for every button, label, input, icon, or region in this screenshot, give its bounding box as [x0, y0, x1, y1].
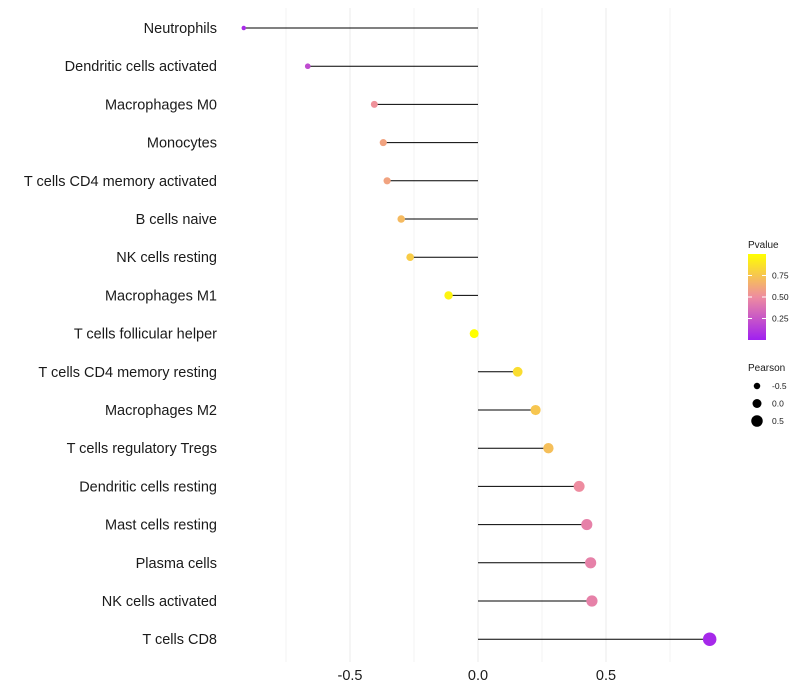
size-key-label: 0.0 — [772, 399, 784, 409]
data-point — [512, 366, 523, 377]
x-tick-label: 0.0 — [468, 668, 488, 684]
data-point — [370, 100, 378, 108]
category-label: B cells naive — [136, 212, 217, 228]
colorbar-tick-label: 0.25 — [772, 314, 789, 324]
category-label: Neutrophils — [144, 21, 217, 37]
data-point — [383, 177, 391, 185]
data-point — [585, 557, 597, 569]
category-label: Macrophages M0 — [105, 97, 217, 113]
size-key — [753, 382, 761, 390]
data-point — [444, 291, 453, 300]
size-key-label: 0.5 — [772, 416, 784, 426]
category-labels: Neutrophils Dendritic cells activated Macr… — [24, 21, 217, 648]
category-label: Dendritic cells activated — [65, 59, 217, 75]
category-label: Macrophages M2 — [105, 403, 217, 419]
data-point — [702, 632, 717, 646]
data-point — [304, 63, 311, 70]
data-point — [581, 519, 593, 531]
colorbar-tick-label: 0.75 — [772, 271, 789, 281]
pearson-legend: Pearson -0.5 0.0 0.5 — [748, 363, 787, 427]
data-point — [543, 443, 554, 454]
category-label: T cells CD8 — [142, 632, 217, 648]
category-label: T cells CD4 memory resting — [38, 365, 217, 381]
x-tick-label: -0.5 — [338, 668, 363, 684]
category-label: Monocytes — [147, 136, 217, 152]
data-point — [241, 25, 246, 31]
category-label: T cells CD4 memory activated — [24, 174, 217, 190]
data-point — [586, 595, 598, 607]
colorbar-tick-label: 0.50 — [772, 292, 789, 302]
category-label: NK cells resting — [116, 250, 217, 266]
data-point — [530, 404, 541, 416]
data-point — [397, 215, 405, 223]
size-key — [752, 399, 762, 408]
size-key — [751, 415, 763, 427]
category-label: Plasma cells — [136, 556, 217, 572]
pearson-legend-title: Pearson — [748, 363, 785, 374]
data-point — [573, 480, 585, 492]
category-label: Dendritic cells resting — [79, 479, 217, 495]
pvalue-legend: Pvalue 0.25 0.50 0.75 — [748, 240, 789, 340]
category-label: T cells regulatory Tregs — [67, 441, 217, 457]
grid-lines — [285, 8, 671, 662]
category-label: Mast cells resting — [105, 518, 217, 534]
x-tick-label: 0.5 — [596, 668, 616, 684]
category-label: T cells follicular helper — [74, 327, 217, 343]
category-label: NK cells activated — [102, 594, 217, 610]
data-point — [406, 253, 414, 262]
pvalue-colorbar — [748, 254, 766, 340]
pvalue-legend-title: Pvalue — [748, 240, 779, 251]
data-point — [379, 139, 387, 147]
points — [241, 25, 717, 646]
size-key-label: -0.5 — [772, 381, 787, 391]
stems — [243, 27, 710, 640]
category-label: Macrophages M1 — [105, 288, 217, 304]
x-axis-ticks: -0.5 0.0 0.5 — [338, 668, 617, 684]
data-point — [469, 329, 479, 339]
